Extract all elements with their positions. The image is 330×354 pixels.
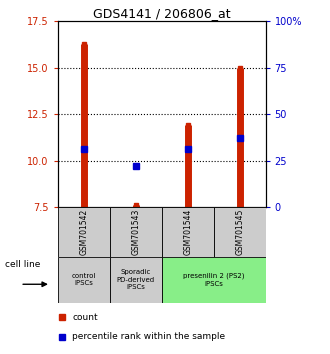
Bar — [214, 207, 266, 257]
Text: GSM701542: GSM701542 — [79, 209, 88, 255]
Text: Sporadic
PD-derived
iPSCs: Sporadic PD-derived iPSCs — [116, 269, 155, 290]
Text: GSM701543: GSM701543 — [131, 209, 140, 255]
Bar — [58, 257, 110, 303]
Text: GSM701545: GSM701545 — [235, 209, 244, 255]
Text: control
IPSCs: control IPSCs — [72, 273, 96, 286]
Bar — [110, 257, 162, 303]
Text: cell line: cell line — [5, 261, 40, 269]
Text: presenilin 2 (PS2)
iPSCs: presenilin 2 (PS2) iPSCs — [183, 273, 245, 287]
Text: GSM701544: GSM701544 — [183, 209, 192, 255]
Text: count: count — [72, 313, 98, 322]
Title: GDS4141 / 206806_at: GDS4141 / 206806_at — [93, 7, 231, 20]
Bar — [110, 207, 162, 257]
Bar — [162, 207, 214, 257]
Bar — [58, 207, 110, 257]
Bar — [162, 257, 266, 303]
Text: percentile rank within the sample: percentile rank within the sample — [72, 332, 225, 341]
